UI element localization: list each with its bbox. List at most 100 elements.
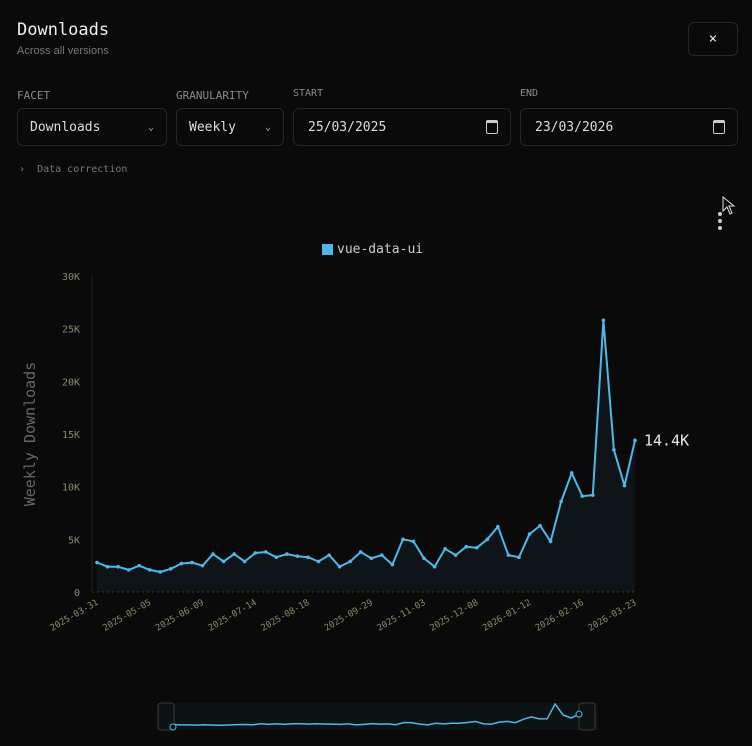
end-date-value: 23/03/2026 [535, 119, 614, 135]
data-point[interactable] [591, 493, 595, 497]
x-tick-label: 2025-09-29 [323, 598, 375, 634]
chart-menu-button[interactable] [716, 212, 724, 230]
data-point[interactable] [348, 559, 352, 564]
minimap-start-point [169, 723, 177, 731]
close-button[interactable]: × [688, 22, 738, 56]
data-point[interactable] [169, 567, 173, 571]
start-date-value: 25/03/2025 [308, 119, 387, 135]
page-subtitle: Across all versions [17, 45, 109, 57]
data-point[interactable] [411, 539, 416, 544]
minimap-left-handle[interactable] [157, 702, 175, 731]
y-tick-label: 5K [68, 535, 80, 546]
granularity-select[interactable]: Weekly ⌄ [176, 108, 284, 146]
data-point[interactable] [126, 568, 131, 572]
x-tick-label: 2025-08-18 [260, 598, 312, 634]
chevron-right-icon: › [19, 164, 26, 175]
y-tick-label: 20K [62, 377, 80, 388]
chevron-down-icon: ⌄ [147, 121, 154, 133]
end-date-input[interactable]: 23/03/2026 [520, 108, 738, 146]
legend-item[interactable]: vue-data-ui [322, 242, 423, 257]
data-point[interactable] [306, 555, 310, 560]
minimap-end-point [575, 710, 583, 718]
calendar-icon[interactable] [486, 120, 498, 134]
data-point[interactable] [316, 559, 321, 564]
data-point[interactable] [242, 559, 247, 564]
y-tick-label: 0 [74, 588, 80, 599]
data-point[interactable] [401, 537, 405, 542]
data-point[interactable] [432, 564, 437, 569]
data-point[interactable] [232, 552, 236, 556]
dot-icon [718, 212, 722, 216]
x-tick-label: 2025-07-14 [207, 598, 259, 634]
data-point[interactable] [538, 523, 542, 528]
facet-value: Downloads [30, 119, 101, 135]
x-tick-label: 2025-05-05 [101, 598, 153, 634]
data-point[interactable] [158, 570, 163, 574]
minimap-line [172, 702, 580, 727]
data-point[interactable] [105, 564, 110, 569]
last-value-label: 14.4K [644, 431, 689, 449]
data-point[interactable] [390, 562, 395, 567]
x-tick-label: 2026-02-16 [534, 598, 586, 634]
facet-label: FACET [17, 89, 51, 102]
data-point[interactable] [221, 559, 226, 564]
data-point[interactable] [211, 552, 215, 556]
data-point[interactable] [285, 552, 289, 556]
data-point[interactable] [422, 556, 426, 561]
data-point[interactable] [95, 560, 99, 565]
data-correction-toggle[interactable]: › Data correction [19, 164, 127, 175]
data-point[interactable] [612, 448, 616, 452]
end-label: END [520, 88, 539, 99]
y-axis-label: Weekly Downloads [21, 362, 39, 507]
minimap[interactable] [157, 702, 598, 731]
cursor-icon [722, 196, 736, 215]
facet-select[interactable]: Downloads ⌄ [17, 108, 167, 146]
data-point[interactable] [464, 544, 469, 549]
data-point[interactable] [147, 568, 152, 572]
data-point[interactable] [443, 547, 447, 551]
data-point[interactable] [622, 483, 627, 488]
data-point[interactable] [179, 561, 184, 566]
data-point[interactable] [548, 539, 553, 544]
data-point[interactable] [274, 555, 279, 560]
data-point[interactable] [190, 560, 194, 565]
data-point[interactable] [506, 553, 511, 557]
data-point[interactable] [453, 553, 458, 557]
data-point[interactable] [327, 553, 331, 557]
data-point[interactable] [527, 532, 532, 536]
close-icon: × [708, 31, 718, 47]
data-point[interactable] [200, 563, 205, 568]
data-point[interactable] [601, 318, 606, 323]
x-tick-label: 2025-12-08 [428, 598, 480, 634]
data-point[interactable] [559, 499, 563, 504]
data-point[interactable] [517, 555, 521, 560]
x-tick-label: 2026-03-23 [587, 598, 639, 634]
data-point[interactable] [295, 554, 300, 558]
data-point[interactable] [253, 551, 258, 555]
start-label: START [293, 88, 324, 99]
data-point[interactable] [580, 494, 585, 498]
data-point[interactable] [474, 545, 479, 550]
x-tick-label: 2026-01-12 [481, 598, 533, 634]
data-point[interactable] [496, 524, 500, 529]
data-point[interactable] [380, 553, 384, 557]
series-line [96, 319, 636, 573]
data-point[interactable] [569, 471, 574, 475]
granularity-label: GRANULARITY [176, 89, 249, 102]
data-point[interactable] [369, 556, 374, 561]
data-point[interactable] [263, 550, 268, 554]
calendar-icon[interactable] [713, 120, 725, 134]
data-point[interactable] [633, 438, 637, 443]
chevron-down-icon: ⌄ [264, 121, 271, 133]
x-tick-label: 2025-06-09 [154, 598, 206, 634]
data-point[interactable] [337, 564, 342, 569]
start-date-input[interactable]: 25/03/2025 [293, 108, 511, 146]
data-point[interactable] [137, 563, 141, 568]
granularity-value: Weekly [189, 119, 236, 135]
data-point[interactable] [358, 550, 363, 554]
y-tick-label: 25K [62, 325, 80, 336]
data-point[interactable] [485, 537, 490, 542]
x-tick-label: 2025-11-03 [376, 598, 428, 634]
data-point[interactable] [116, 564, 120, 569]
